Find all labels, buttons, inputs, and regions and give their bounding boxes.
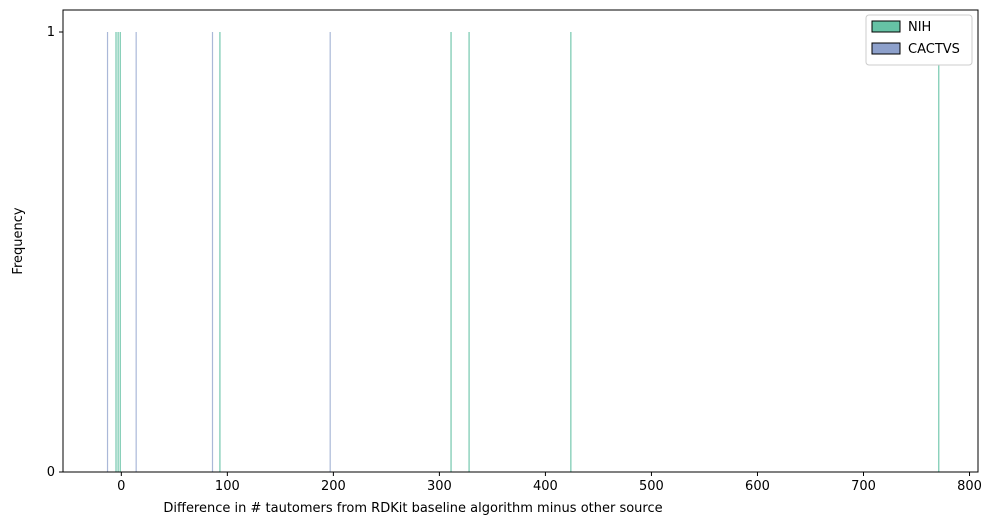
bar-nih-6 [570, 32, 572, 472]
legend-swatch-cactvs [871, 42, 901, 55]
x-tick-label: 700 [851, 479, 876, 494]
bar-nih-1 [117, 32, 119, 472]
bar-nih-4 [450, 32, 452, 472]
legend-swatch-nih [871, 20, 901, 33]
legend-label-nih: NIH [908, 20, 931, 35]
bar-nih-5 [468, 32, 470, 472]
plot-frame [62, 9, 979, 473]
bar-nih-0 [115, 32, 117, 472]
x-tick-label: 400 [533, 479, 558, 494]
x-tick-label: 300 [427, 479, 452, 494]
bars-layer [106, 32, 940, 472]
bar-cactvs-2 [211, 32, 214, 472]
bar-nih-2 [119, 32, 121, 472]
plot-background [63, 10, 978, 472]
x-tick-label: 0 [117, 479, 125, 494]
y-axis: 01 [47, 25, 63, 480]
x-tick-label: 100 [215, 479, 240, 494]
x-axis-label: Difference in # tautomers from RDKit bas… [163, 501, 662, 516]
y-tick-label: 0 [47, 465, 55, 480]
x-tick-label: 500 [639, 479, 664, 494]
x-tick-label: 600 [745, 479, 770, 494]
x-axis: 0 100 200 300 400 500 600 700 800 [117, 472, 982, 494]
bar-nih-3 [219, 32, 221, 472]
legend: NIH CACTVS [865, 14, 973, 66]
legend-label-cactvs: CACTVS [908, 42, 960, 57]
y-tick-label: 1 [47, 25, 55, 40]
x-tick-label: 200 [321, 479, 346, 494]
y-axis-label: Frequency [11, 207, 26, 274]
bar-cactvs-0 [106, 32, 109, 472]
bar-cactvs-1 [135, 32, 137, 472]
bar-nih-7 [938, 32, 940, 472]
bar-cactvs-3 [329, 32, 331, 472]
x-tick-label: 800 [957, 479, 982, 494]
